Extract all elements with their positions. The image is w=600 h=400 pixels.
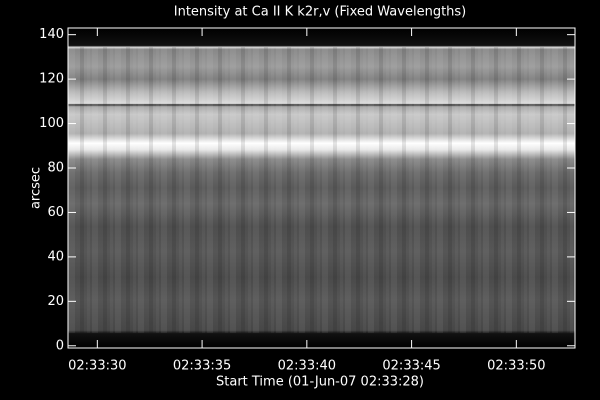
x-tick-label: 02:33:50 [487, 359, 545, 374]
intensity-image [68, 28, 575, 348]
y-tick-label: 40 [47, 249, 64, 264]
y-tick-label: 120 [39, 72, 64, 87]
y-tick-label: 140 [39, 27, 64, 42]
x-axis-label: Start Time (01-Jun-07 02:33:28) [216, 375, 424, 390]
x-tick-label: 02:33:45 [382, 359, 440, 374]
chart-title: Intensity at Ca II K k2r,v (Fixed Wavele… [174, 5, 467, 20]
y-tick-label: 100 [39, 116, 64, 131]
plot-frame [67, 27, 576, 349]
y-tick-label: 20 [47, 294, 64, 309]
x-tick-label: 02:33:30 [68, 359, 126, 374]
x-tick-label: 02:33:40 [278, 359, 336, 374]
y-tick-label: 0 [56, 338, 64, 353]
y-axis-label: arcsec [29, 167, 44, 209]
y-tick-label: 60 [47, 205, 64, 220]
x-tick-label: 02:33:35 [173, 359, 231, 374]
y-tick-label: 80 [47, 161, 64, 176]
